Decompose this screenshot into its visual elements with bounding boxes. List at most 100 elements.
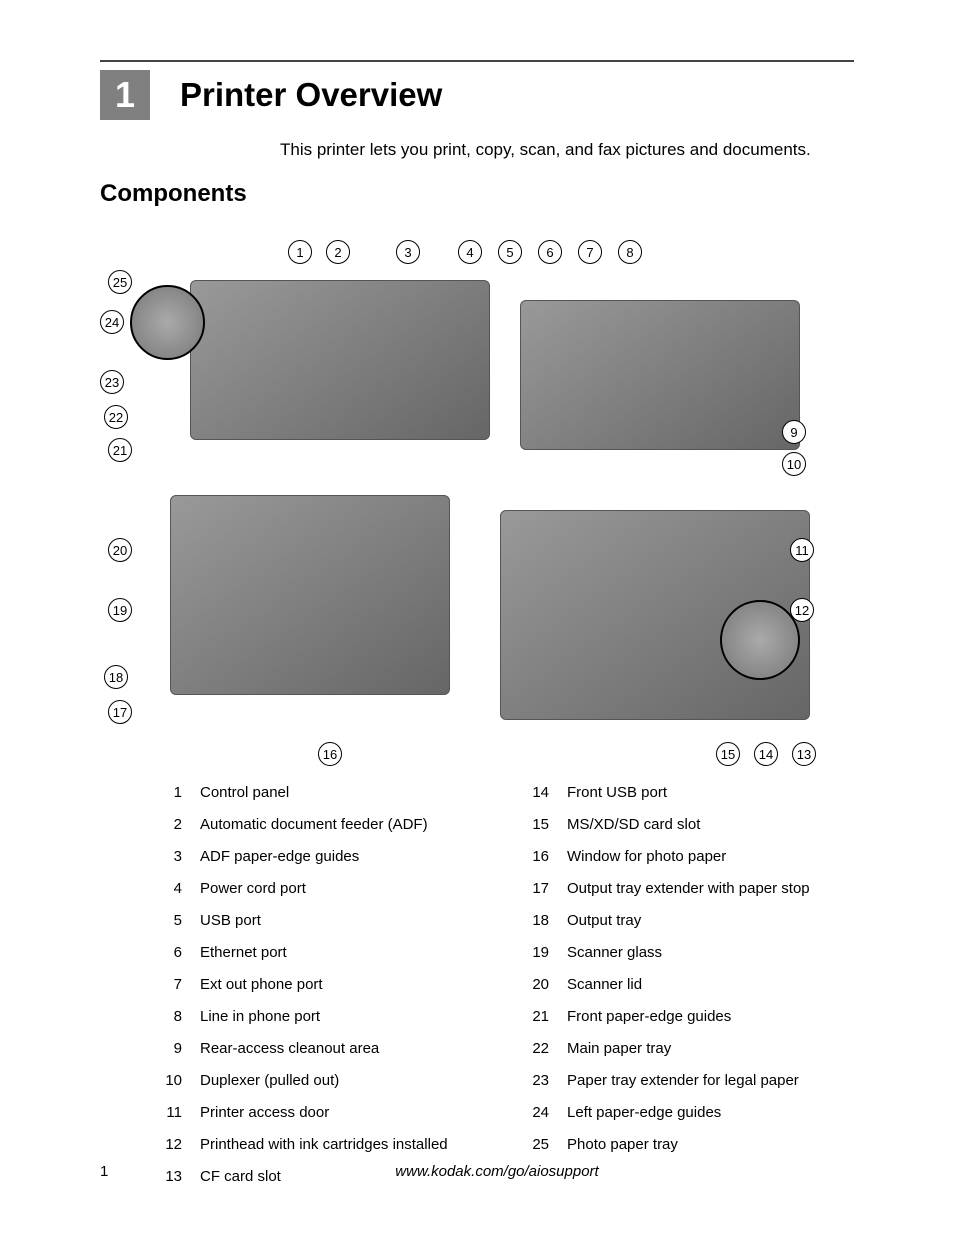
component-label: Front paper-edge guides	[567, 1005, 731, 1029]
detail-inset-tray	[130, 285, 205, 360]
component-row: 7 Ext out phone port	[160, 969, 487, 1001]
component-label: ADF paper-edge guides	[200, 845, 359, 869]
callout-10: 10	[782, 452, 806, 476]
component-row: 3ADF paper-edge guides	[160, 841, 487, 873]
component-row: 25 Photo paper tray	[527, 1129, 854, 1161]
component-row: 24Left paper-edge guides	[527, 1097, 854, 1129]
component-row: 11 Printer access door	[160, 1097, 487, 1129]
callout-14: 14	[754, 742, 778, 766]
component-label: Output tray	[567, 909, 641, 933]
component-number: 22	[527, 1037, 549, 1061]
component-row: 23 Paper tray extender for legal paper	[527, 1065, 854, 1097]
components-column-left: 1 Control panel 2 Automatic document feede…	[160, 777, 487, 1193]
component-number: 1	[160, 781, 182, 805]
chapter-number-box: 1	[100, 70, 150, 120]
component-label: Front USB port	[567, 781, 667, 805]
component-row: 19 Scanner glass	[527, 937, 854, 969]
callout-9: 9	[782, 420, 806, 444]
component-row: 15MS/XD/SD card slot	[527, 809, 854, 841]
components-list: 1 Control panel 2 Automatic document feede…	[100, 777, 854, 1193]
component-row: 14 Front USB port	[527, 777, 854, 809]
component-label: Photo paper tray	[567, 1133, 678, 1157]
component-number: 17	[527, 877, 549, 901]
component-number: 12	[160, 1133, 182, 1157]
component-label: Ext out phone port	[200, 973, 323, 997]
callout-12: 12	[790, 598, 814, 622]
printer-illustration-scanner-open	[170, 495, 450, 695]
page-footer: 1 www.kodak.com/go/aiosupport	[100, 1163, 854, 1180]
component-row: 12 Printhead with ink cartridges installe…	[160, 1129, 487, 1161]
component-number: 9	[160, 1037, 182, 1061]
component-number: 6	[160, 941, 182, 965]
component-label: Printer access door	[200, 1101, 329, 1125]
component-label: Scanner glass	[567, 941, 662, 965]
intro-text: This printer lets you print, copy, scan,…	[280, 140, 854, 160]
chapter-header: 1 Printer Overview	[100, 70, 854, 120]
callout-18: 18	[104, 665, 128, 689]
section-title: Components	[100, 180, 854, 208]
component-row: 22 Main paper tray	[527, 1033, 854, 1065]
component-number: 14	[527, 781, 549, 805]
printer-illustration-rear	[520, 300, 800, 450]
component-row: 1 Control panel	[160, 777, 487, 809]
component-row: 8 Line in phone port	[160, 1001, 487, 1033]
component-number: 7	[160, 973, 182, 997]
component-number: 19	[527, 941, 549, 965]
component-number: 21	[527, 1005, 549, 1029]
component-label: Window for photo paper	[567, 845, 726, 869]
printer-illustration-front-top	[190, 280, 490, 440]
component-label: Scanner lid	[567, 973, 642, 997]
callout-24: 24	[100, 310, 124, 334]
callout-22: 22	[104, 405, 128, 429]
component-label: Line in phone port	[200, 1005, 320, 1029]
callout-3: 3	[396, 240, 420, 264]
page-number: 1	[100, 1163, 140, 1180]
component-row: 4Power cord port	[160, 873, 487, 905]
callout-7: 7	[578, 240, 602, 264]
component-number: 5	[160, 909, 182, 933]
component-row: 20 Scanner lid	[527, 969, 854, 1001]
component-label: Control panel	[200, 781, 289, 805]
component-row: 16 Window for photo paper	[527, 841, 854, 873]
components-diagram: 1 2 3 4 5 6 7 8 25 24 23 22 21 9 10 20 1…	[100, 220, 854, 765]
callout-1: 1	[288, 240, 312, 264]
component-label: Paper tray extender for legal paper	[567, 1069, 799, 1093]
component-number: 18	[527, 909, 549, 933]
component-number: 2	[160, 813, 182, 837]
detail-inset-card-slots	[720, 600, 800, 680]
component-label: USB port	[200, 909, 261, 933]
callout-23: 23	[100, 370, 124, 394]
component-row: 2 Automatic document feeder (ADF)	[160, 809, 487, 841]
component-number: 4	[160, 877, 182, 901]
component-row: 9Rear-access cleanout area	[160, 1033, 487, 1065]
component-label: Left paper-edge guides	[567, 1101, 721, 1125]
component-row: 5 USB port	[160, 905, 487, 937]
component-row: 17Output tray extender with paper stop	[527, 873, 854, 905]
component-number: 20	[527, 973, 549, 997]
callout-5: 5	[498, 240, 522, 264]
component-number: 25	[527, 1133, 549, 1157]
callout-15: 15	[716, 742, 740, 766]
callout-13: 13	[792, 742, 816, 766]
callout-19: 19	[108, 598, 132, 622]
component-number: 11	[160, 1101, 182, 1125]
callout-25: 25	[108, 270, 132, 294]
component-number: 16	[527, 845, 549, 869]
chapter-title: Printer Overview	[180, 76, 442, 114]
component-label: Printhead with ink cartridges installed	[200, 1133, 448, 1157]
callout-20: 20	[108, 538, 132, 562]
callout-4: 4	[458, 240, 482, 264]
component-row: 6Ethernet port	[160, 937, 487, 969]
component-row: 18 Output tray	[527, 905, 854, 937]
component-label: Automatic document feeder (ADF)	[200, 813, 428, 837]
callout-2: 2	[326, 240, 350, 264]
component-number: 15	[527, 813, 549, 837]
components-column-right: 14 Front USB port 15MS/XD/SD card slot 16…	[527, 777, 854, 1193]
component-number: 23	[527, 1069, 549, 1093]
component-number: 8	[160, 1005, 182, 1029]
callout-16: 16	[318, 742, 342, 766]
callout-17: 17	[108, 700, 132, 724]
component-label: Main paper tray	[567, 1037, 671, 1061]
callout-11: 11	[790, 538, 814, 562]
component-label: Duplexer (pulled out)	[200, 1069, 339, 1093]
